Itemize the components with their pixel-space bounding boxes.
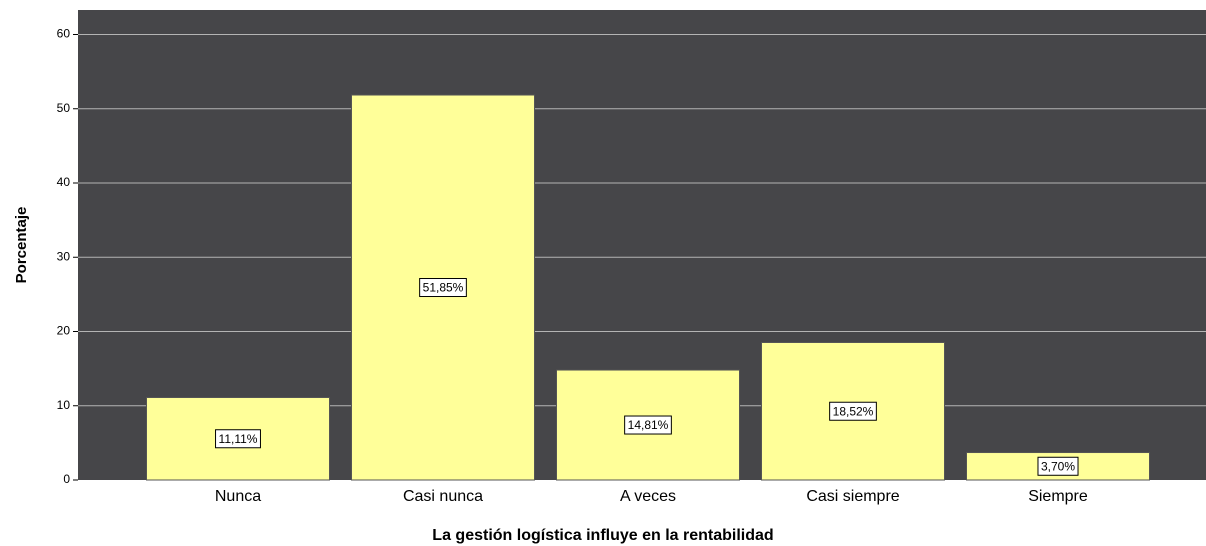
x-axis-label: La gestión logística influye en la renta… (432, 527, 773, 544)
x-tick-label: Siempre (1028, 488, 1088, 505)
value-label: 3,70% (1041, 459, 1075, 473)
y-tick-label: 60 (57, 27, 71, 41)
x-tick-label: Nunca (215, 488, 261, 505)
y-tick-label: 30 (57, 249, 71, 263)
y-axis-label: Porcentaje (13, 207, 30, 284)
y-tick-label: 20 (57, 324, 71, 338)
value-label-box (624, 415, 672, 435)
value-label-box (1037, 456, 1079, 476)
x-tick-label: Casi nunca (403, 488, 483, 505)
y-tick-label: 50 (57, 101, 71, 115)
value-label: 11,11% (219, 432, 258, 446)
y-tick-label: 10 (57, 398, 71, 412)
value-label: 18,52% (833, 404, 874, 418)
x-tick-label: Casi siempre (806, 488, 899, 505)
y-tick-label: 0 (63, 472, 70, 486)
value-label-box (829, 401, 877, 421)
value-label: 51,85% (423, 281, 464, 295)
value-label: 14,81% (628, 418, 669, 432)
y-tick-label: 40 (57, 175, 71, 189)
value-label-box (419, 278, 467, 298)
value-label-box (215, 429, 261, 449)
x-tick-label: A veces (620, 488, 676, 505)
